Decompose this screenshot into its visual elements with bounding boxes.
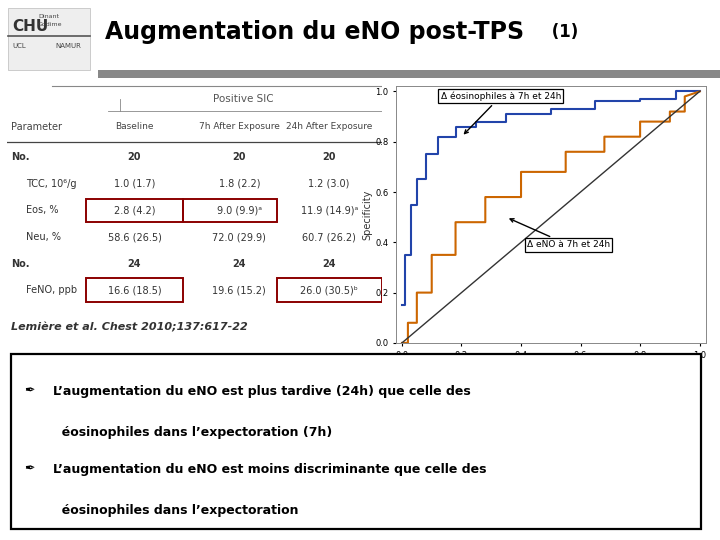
Text: 26.0 (30.5)ᵇ: 26.0 (30.5)ᵇ xyxy=(300,285,358,295)
Text: No.: No. xyxy=(11,152,30,162)
Text: 2.8 (4.2): 2.8 (4.2) xyxy=(114,205,156,215)
Text: Positive SIC: Positive SIC xyxy=(212,94,274,104)
Text: 1.2 (3.0): 1.2 (3.0) xyxy=(308,179,350,189)
Text: 58.6 (26.5): 58.6 (26.5) xyxy=(107,232,161,242)
Text: No.: No. xyxy=(11,259,30,269)
Text: ✒: ✒ xyxy=(24,463,35,476)
Text: 20: 20 xyxy=(233,152,246,162)
Text: 16.6 (18.5): 16.6 (18.5) xyxy=(108,285,161,295)
X-axis label: 1- Specificity: 1- Specificity xyxy=(519,362,582,372)
Text: Lemière et al. Chest 2010;137:617-22: Lemière et al. Chest 2010;137:617-22 xyxy=(11,322,248,332)
Text: éosinophiles dans l’expectoration (7h): éosinophiles dans l’expectoration (7h) xyxy=(53,426,332,438)
Bar xyxy=(98,70,720,78)
Text: 1.0 (1.7): 1.0 (1.7) xyxy=(114,179,156,189)
Text: 9.0 (9.9)ᵃ: 9.0 (9.9)ᵃ xyxy=(217,205,262,215)
Text: FeNO, ppb: FeNO, ppb xyxy=(26,285,77,295)
Text: Eos, %: Eos, % xyxy=(26,205,58,215)
Text: Neu, %: Neu, % xyxy=(26,232,61,242)
Text: 20: 20 xyxy=(323,152,336,162)
Text: L’augmentation du eNO est plus tardive (24h) que celle des: L’augmentation du eNO est plus tardive (… xyxy=(53,384,470,397)
Text: (1): (1) xyxy=(546,23,578,41)
Text: 24h After Exposure: 24h After Exposure xyxy=(286,122,372,131)
Text: CHU: CHU xyxy=(12,18,48,33)
Text: 11.9 (14.9)ᵃ: 11.9 (14.9)ᵃ xyxy=(300,205,358,215)
Text: 24: 24 xyxy=(323,259,336,269)
Text: Δ eNO à 7h et 24h: Δ eNO à 7h et 24h xyxy=(510,219,610,249)
FancyBboxPatch shape xyxy=(11,354,701,529)
Text: éosinophiles dans l’expectoration: éosinophiles dans l’expectoration xyxy=(53,504,298,517)
Text: 24: 24 xyxy=(127,259,141,269)
Text: ✒: ✒ xyxy=(24,384,35,397)
Text: Dinant: Dinant xyxy=(38,14,59,19)
Y-axis label: Specificity: Specificity xyxy=(362,190,372,240)
Text: 7h After Exposure: 7h After Exposure xyxy=(199,122,280,131)
Text: 20: 20 xyxy=(127,152,141,162)
Text: Parameter: Parameter xyxy=(11,122,62,132)
Text: Godime: Godime xyxy=(38,22,63,27)
Text: 60.7 (26.2): 60.7 (26.2) xyxy=(302,232,356,242)
Text: Augmentation du eNO post-TPS: Augmentation du eNO post-TPS xyxy=(105,20,524,44)
Text: Baseline: Baseline xyxy=(115,122,154,131)
Bar xyxy=(8,8,90,70)
Text: UCL: UCL xyxy=(12,43,26,49)
Text: TCC, 10⁶/g: TCC, 10⁶/g xyxy=(26,179,76,189)
Text: 19.6 (15.2): 19.6 (15.2) xyxy=(212,285,266,295)
Text: 72.0 (29.9): 72.0 (29.9) xyxy=(212,232,266,242)
Text: L’augmentation du eNO est moins discriminante que celle des: L’augmentation du eNO est moins discrimi… xyxy=(53,463,486,476)
Text: 24: 24 xyxy=(233,259,246,269)
Text: Δ éosinophiles à 7h et 24h: Δ éosinophiles à 7h et 24h xyxy=(441,91,561,133)
Text: 1.8 (2.2): 1.8 (2.2) xyxy=(219,179,260,189)
Text: NAMUR: NAMUR xyxy=(55,43,81,49)
